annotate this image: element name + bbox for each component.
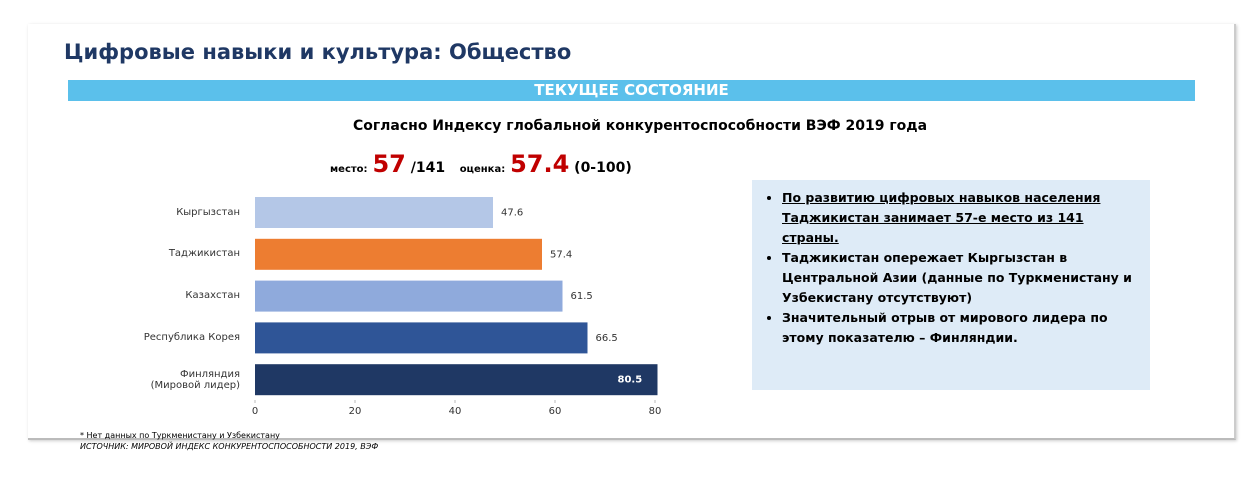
value-label: 47.6 xyxy=(501,208,523,219)
x-tick-label: 60 xyxy=(549,406,562,417)
info-box: По развитию цифровых навыков населения Т… xyxy=(752,180,1150,390)
bar xyxy=(255,364,658,396)
category-label: Кыргызстан xyxy=(176,206,240,218)
value-label: 57.4 xyxy=(550,249,572,260)
rank-total: /141 xyxy=(410,160,446,176)
score-line: место: 57 /141 оценка: 57.4 (0-100) xyxy=(330,150,632,178)
bullet: По развитию цифровых навыков населения Т… xyxy=(782,188,1140,248)
title: Цифровые навыки и культура: Общество xyxy=(64,40,572,64)
value-label: 66.5 xyxy=(596,333,618,344)
subtitle: Согласно Индексу глобальной конкурентосп… xyxy=(352,118,928,134)
x-tick-label: 80 xyxy=(649,406,662,417)
x-tick-label: 0 xyxy=(252,406,258,417)
value-label: 61.5 xyxy=(571,291,593,302)
bullet: Значительный отрыв от мирового лидера по… xyxy=(782,308,1140,348)
card xyxy=(28,24,1236,440)
category-label: Финляндия (Мировой лидер) xyxy=(150,368,240,391)
score-label: оценка: xyxy=(459,164,506,175)
category-label: Республика Корея xyxy=(143,331,240,343)
bar xyxy=(255,322,588,354)
bullet: Таджикистан опережает Кыргызстан в Центр… xyxy=(782,248,1140,308)
score-range: (0-100) xyxy=(574,160,632,176)
bar xyxy=(255,197,493,228)
category-label: Казахстан xyxy=(185,290,240,302)
rank-label: место: xyxy=(330,164,368,175)
source: ИСТОЧНИК: МИРОВОЙ ИНДЕКС КОНКУРЕНТОСПОСО… xyxy=(80,442,379,451)
bar xyxy=(255,280,563,312)
bar xyxy=(255,238,542,270)
x-tick-label: 40 xyxy=(449,406,462,417)
score: 57.4 xyxy=(510,150,570,178)
footnote: * Нет данных по Туркменистану и Узбекист… xyxy=(80,431,280,440)
rank: 57 xyxy=(372,150,406,178)
category-label: Таджикистан xyxy=(168,248,240,260)
x-tick-label: 20 xyxy=(349,406,362,417)
value-label: 80.5 xyxy=(618,375,643,386)
banner: ТЕКУЩЕЕ СОСТОЯНИЕ xyxy=(68,80,1195,101)
